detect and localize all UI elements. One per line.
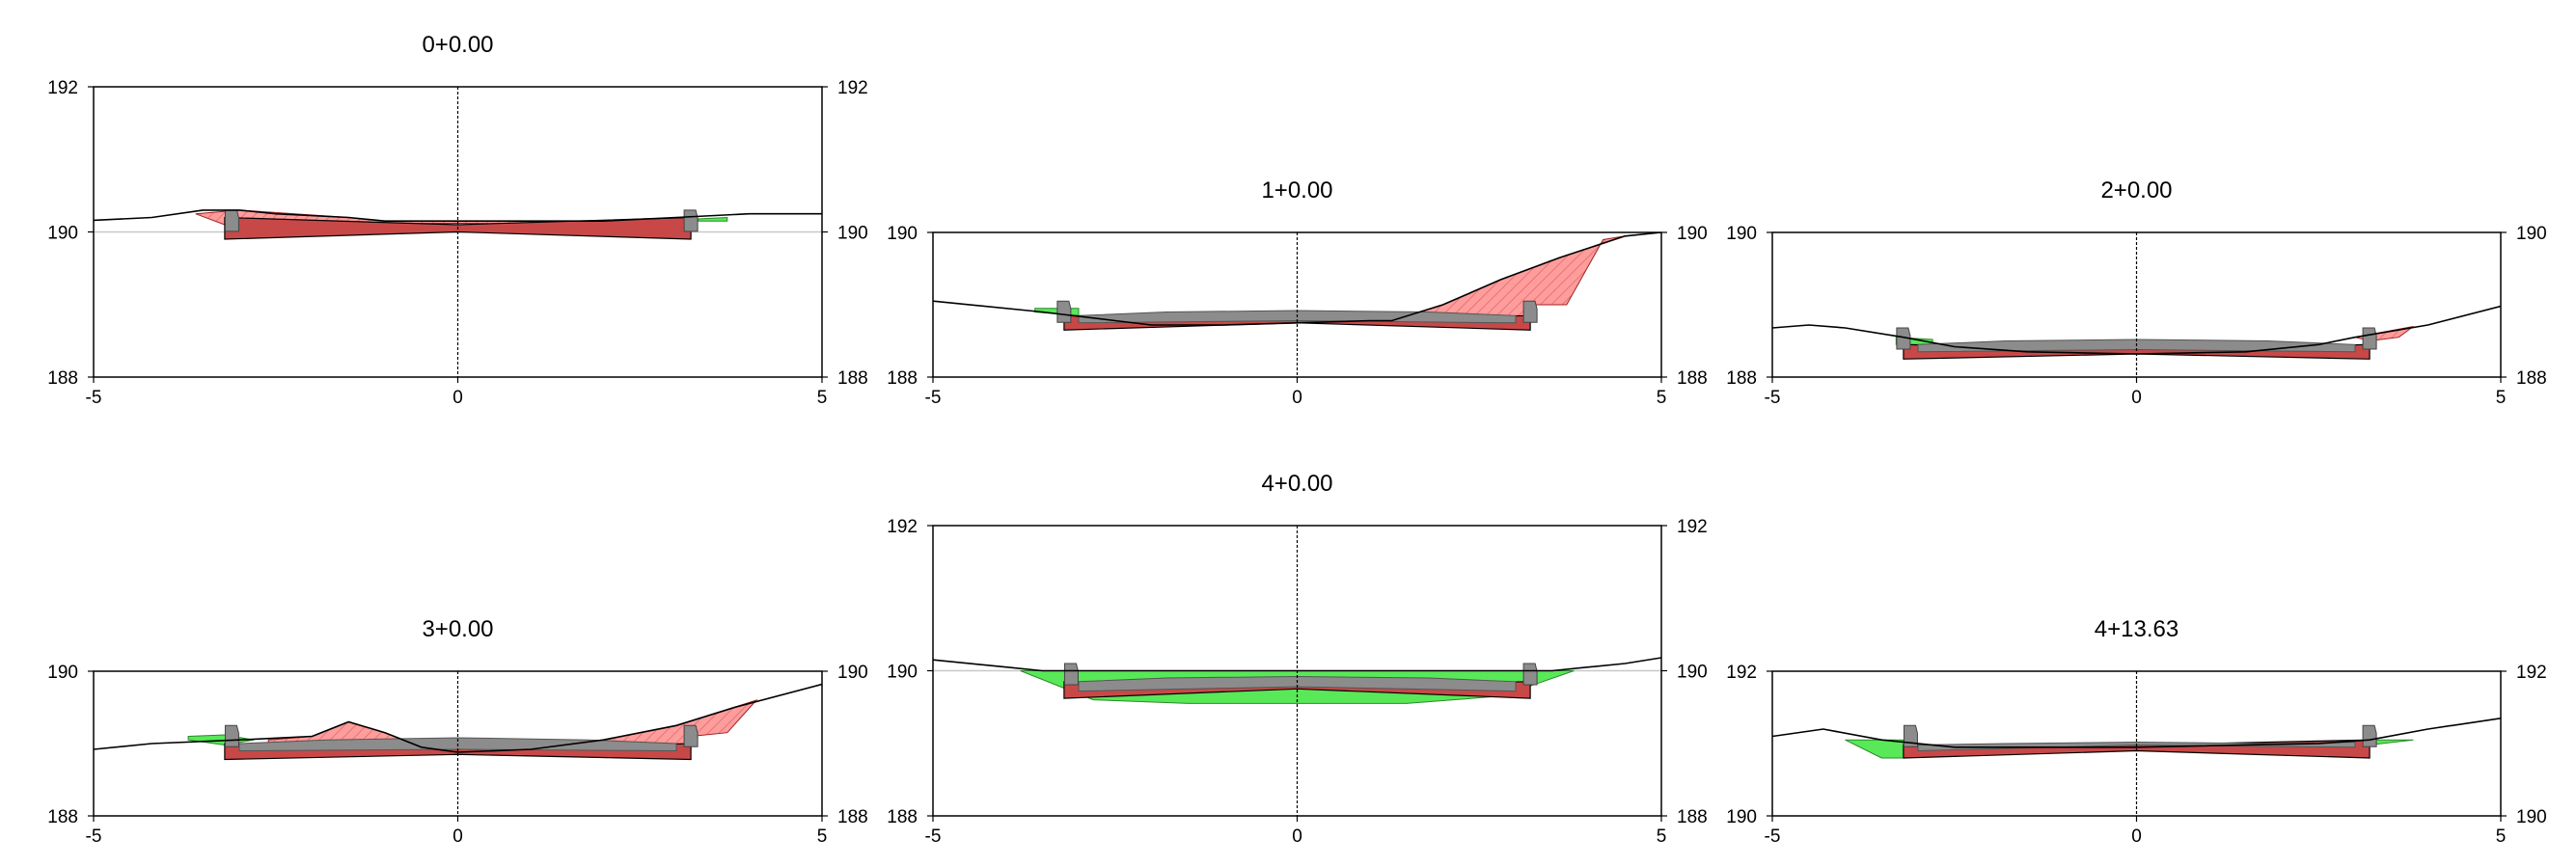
plot-area	[1772, 718, 2501, 759]
section-station-title: 4+13.63	[2095, 616, 2179, 642]
y-tick-label-left: 188	[1726, 368, 1757, 389]
x-tick-label: 5	[1657, 826, 1667, 847]
x-tick-label: 0	[452, 826, 463, 847]
ground-line	[933, 657, 1661, 672]
curb-mark	[2362, 327, 2377, 350]
y-tick-label-right: 192	[1677, 517, 1708, 537]
plot-area	[94, 209, 822, 240]
y-tick-label-right: 188	[1677, 807, 1708, 827]
y-tick-label-right: 190	[837, 224, 868, 244]
cross-section-panel: 1+0.00 -5 0 5 190 188 190 188	[887, 177, 1707, 408]
y-tick-label-right: 188	[2516, 368, 2547, 389]
section-station-title: 1+0.00	[1261, 177, 1332, 203]
y-tick-label-right: 188	[1677, 368, 1708, 389]
y-tick-label-right: 190	[1677, 224, 1708, 244]
x-tick-label: 0	[2131, 826, 2142, 847]
y-tick-label-left: 190	[47, 224, 78, 244]
y-tick-label-left: 190	[887, 224, 918, 244]
ground-line	[1772, 305, 2501, 355]
cut-hatch	[531, 700, 756, 749]
x-tick-label: 5	[817, 388, 828, 408]
cross-section-panel: 2+0.00 -5 0 5 190 188 190 188	[1726, 177, 2546, 408]
y-tick-label-left: 190	[887, 663, 918, 683]
x-tick-label: 5	[2496, 826, 2507, 847]
cross-section-panel: 4+13.63 -5 0 5 192 190 192 190	[1726, 616, 2546, 847]
x-tick-label: -5	[1765, 826, 1781, 847]
y-tick-label-left: 192	[1726, 663, 1757, 683]
x-tick-label: -5	[86, 826, 102, 847]
x-tick-label: 5	[2496, 388, 2507, 408]
y-tick-label-left: 190	[1726, 807, 1757, 827]
section-station-title: 2+0.00	[2100, 177, 2172, 203]
x-tick-label: -5	[925, 388, 942, 408]
pavement-layer	[1078, 675, 1517, 692]
x-tick-label: -5	[86, 388, 102, 408]
curb-mark	[683, 209, 699, 232]
y-tick-label-right: 190	[2516, 224, 2547, 244]
x-tick-label: 5	[817, 826, 828, 847]
section-station-title: 4+0.00	[1261, 471, 1332, 497]
cut-hatch	[1391, 235, 1626, 325]
y-tick-label-left: 190	[47, 663, 78, 683]
curb-mark	[1522, 663, 1538, 686]
cross-section-panel: 4+0.00 -5 0 5 192 190 188 192 190 188	[887, 471, 1707, 847]
y-tick-label-left: 190	[1726, 224, 1757, 244]
section-station-title: 0+0.00	[422, 32, 493, 58]
cross-section-panel: 0+0.00 -5 0 5 192 190 188 192 190 188	[47, 32, 867, 408]
y-tick-label-right: 192	[2516, 663, 2547, 683]
plot-area	[933, 232, 1661, 331]
y-tick-label-right: 192	[837, 78, 868, 98]
curb-mark	[1896, 327, 1911, 350]
ground-line	[94, 209, 822, 222]
y-tick-label-left: 192	[47, 78, 78, 98]
curb-mark	[1063, 663, 1079, 686]
y-tick-label-right: 188	[837, 807, 868, 827]
y-tick-label-left: 188	[47, 807, 78, 827]
y-tick-label-left: 188	[887, 368, 918, 389]
fill-area	[1845, 739, 1905, 759]
cross-section-panel: 3+0.00 -5 0 5 190 188 190 188	[47, 616, 867, 847]
curb-mark	[2362, 724, 2377, 747]
fill-area	[698, 216, 728, 222]
section-station-title: 3+0.00	[422, 616, 493, 642]
y-tick-label-right: 188	[837, 368, 868, 389]
x-tick-label: 5	[1657, 388, 1667, 408]
ground-line	[94, 683, 822, 753]
plot-area	[1772, 305, 2501, 360]
y-tick-label-right: 190	[837, 663, 868, 683]
x-tick-label: -5	[1765, 388, 1781, 408]
y-tick-label-right: 190	[1677, 663, 1708, 683]
curb-mark	[1903, 724, 1918, 747]
ground-line	[1772, 718, 2501, 748]
x-tick-label: 0	[2131, 388, 2142, 408]
plot-area	[94, 683, 822, 761]
ground-line	[933, 232, 1661, 326]
curb-mark	[224, 209, 239, 232]
x-tick-label: 0	[1292, 388, 1302, 408]
curb-mark	[1522, 300, 1538, 323]
x-tick-label: 0	[452, 388, 463, 408]
y-tick-label-left: 192	[887, 517, 918, 537]
y-tick-label-left: 188	[887, 807, 918, 827]
y-tick-label-right: 190	[2516, 807, 2547, 827]
x-tick-label: 0	[1292, 826, 1302, 847]
y-tick-label-left: 188	[47, 368, 78, 389]
curb-mark	[683, 724, 699, 747]
curb-mark	[224, 724, 239, 747]
curb-mark	[1056, 300, 1072, 323]
x-tick-label: -5	[925, 826, 942, 847]
